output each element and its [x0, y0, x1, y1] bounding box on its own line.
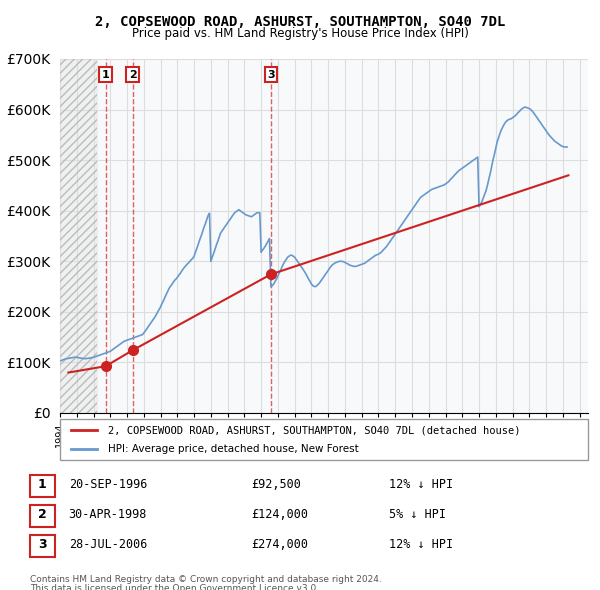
- Text: £274,000: £274,000: [251, 538, 308, 551]
- Text: 3: 3: [38, 538, 47, 551]
- Bar: [60, 59, 97, 413]
- Text: 1: 1: [102, 70, 109, 80]
- Bar: [60, 59, 97, 413]
- Text: 28-JUL-2006: 28-JUL-2006: [68, 538, 147, 551]
- Text: 3: 3: [267, 70, 275, 80]
- Text: 2, COPSEWOOD ROAD, ASHURST, SOUTHAMPTON, SO40 7DL (detached house): 2, COPSEWOOD ROAD, ASHURST, SOUTHAMPTON,…: [107, 425, 520, 435]
- Text: 1: 1: [38, 478, 47, 491]
- Text: 2, COPSEWOOD ROAD, ASHURST, SOUTHAMPTON, SO40 7DL: 2, COPSEWOOD ROAD, ASHURST, SOUTHAMPTON,…: [95, 15, 505, 29]
- FancyBboxPatch shape: [30, 475, 55, 497]
- FancyBboxPatch shape: [30, 535, 55, 558]
- Text: HPI: Average price, detached house, New Forest: HPI: Average price, detached house, New …: [107, 444, 358, 454]
- Text: 2: 2: [38, 508, 47, 521]
- Text: 5% ↓ HPI: 5% ↓ HPI: [389, 508, 446, 521]
- Text: £124,000: £124,000: [251, 508, 308, 521]
- Text: Price paid vs. HM Land Registry's House Price Index (HPI): Price paid vs. HM Land Registry's House …: [131, 27, 469, 40]
- Text: 12% ↓ HPI: 12% ↓ HPI: [389, 478, 453, 491]
- Text: This data is licensed under the Open Government Licence v3.0.: This data is licensed under the Open Gov…: [30, 584, 319, 590]
- Text: 20-SEP-1996: 20-SEP-1996: [68, 478, 147, 491]
- Text: 30-APR-1998: 30-APR-1998: [68, 508, 147, 521]
- FancyBboxPatch shape: [60, 419, 588, 460]
- Text: 2: 2: [129, 70, 136, 80]
- Text: £92,500: £92,500: [251, 478, 301, 491]
- Text: 12% ↓ HPI: 12% ↓ HPI: [389, 538, 453, 551]
- Text: Contains HM Land Registry data © Crown copyright and database right 2024.: Contains HM Land Registry data © Crown c…: [30, 575, 382, 584]
- FancyBboxPatch shape: [30, 505, 55, 527]
